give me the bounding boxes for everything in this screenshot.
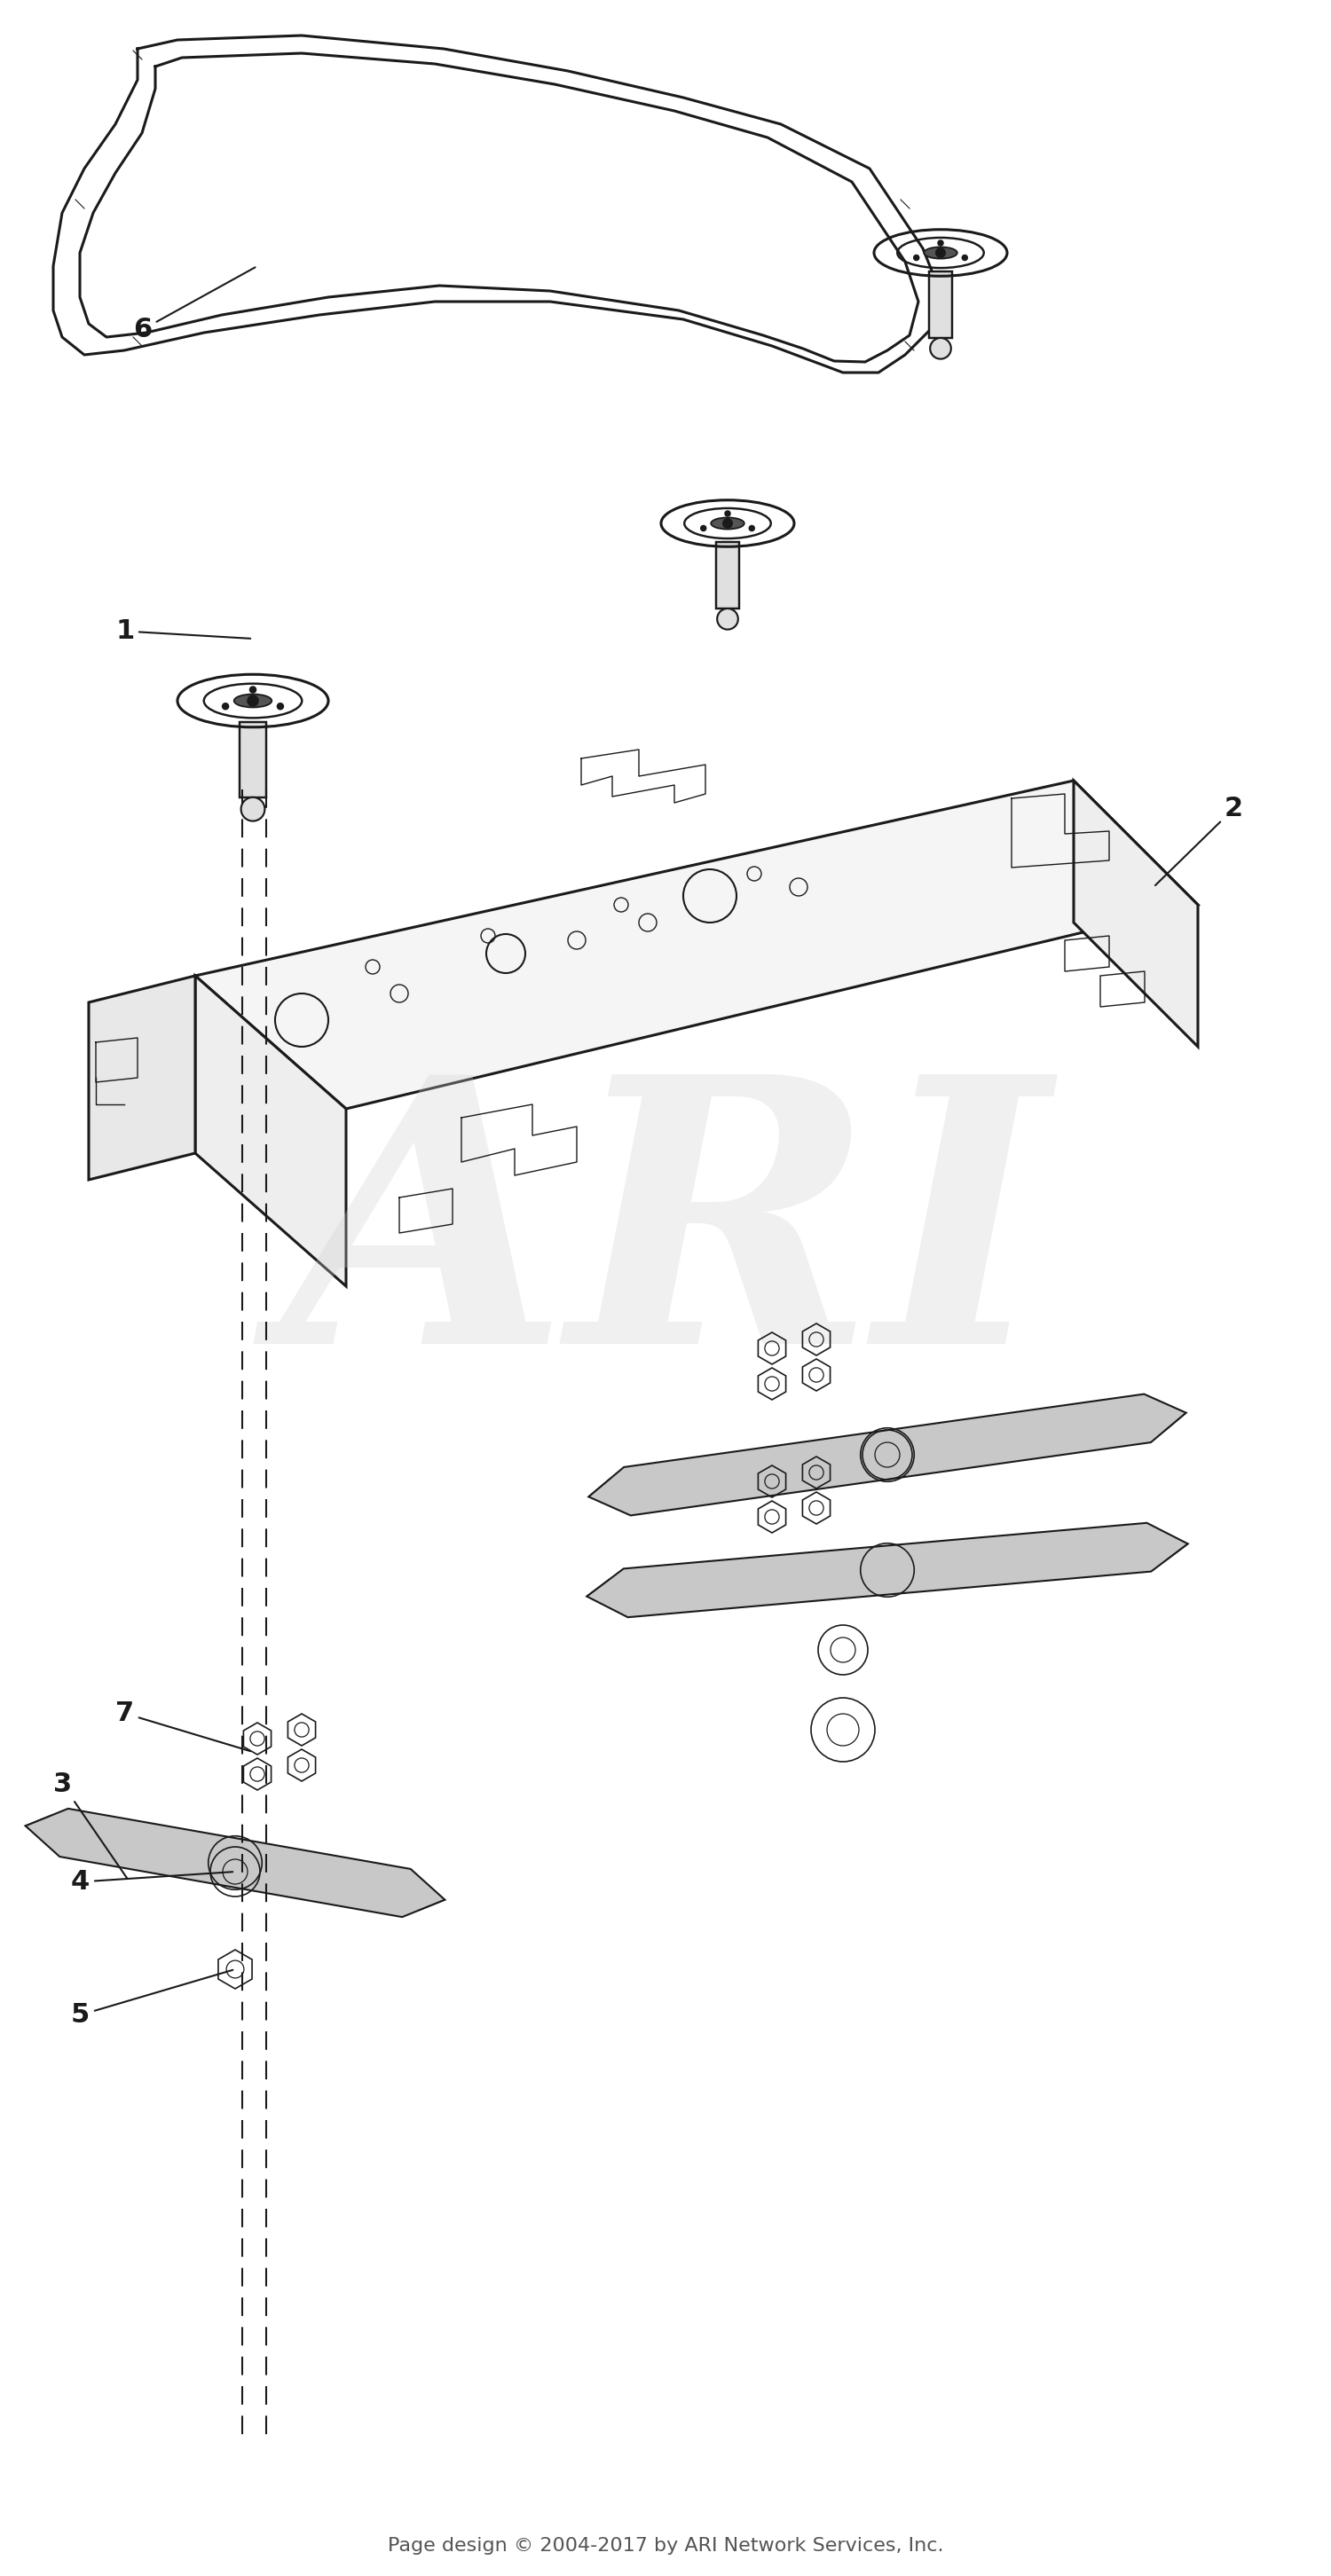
Circle shape	[241, 799, 265, 822]
Text: 2: 2	[1155, 796, 1243, 886]
Circle shape	[700, 526, 707, 531]
Text: 6: 6	[133, 268, 256, 343]
Ellipse shape	[711, 518, 744, 528]
Circle shape	[249, 685, 257, 693]
Circle shape	[961, 255, 968, 260]
Circle shape	[246, 696, 260, 706]
Polygon shape	[25, 1808, 445, 1917]
Circle shape	[930, 337, 952, 358]
Circle shape	[723, 518, 733, 528]
Polygon shape	[716, 541, 739, 608]
Polygon shape	[196, 976, 346, 1285]
Ellipse shape	[234, 693, 272, 708]
Circle shape	[937, 240, 944, 247]
Polygon shape	[240, 721, 266, 799]
Text: 5: 5	[71, 1971, 233, 2027]
Polygon shape	[929, 270, 952, 337]
Text: ARI: ARI	[282, 1064, 1049, 1419]
Polygon shape	[587, 1522, 1187, 1618]
Circle shape	[724, 510, 731, 518]
Text: 4: 4	[71, 1870, 233, 1896]
Circle shape	[222, 703, 229, 711]
Circle shape	[748, 526, 755, 531]
Circle shape	[717, 608, 739, 629]
Circle shape	[277, 703, 284, 711]
Polygon shape	[196, 781, 1198, 1108]
Text: Page design © 2004-2017 by ARI Network Services, Inc.: Page design © 2004-2017 by ARI Network S…	[387, 2537, 944, 2555]
Circle shape	[936, 247, 946, 258]
Circle shape	[913, 255, 920, 260]
Polygon shape	[588, 1394, 1186, 1515]
Polygon shape	[1074, 781, 1198, 1046]
Text: 1: 1	[116, 618, 250, 644]
Text: 3: 3	[53, 1772, 128, 1878]
Ellipse shape	[924, 247, 957, 258]
Polygon shape	[89, 976, 196, 1180]
Text: 7: 7	[116, 1700, 250, 1752]
